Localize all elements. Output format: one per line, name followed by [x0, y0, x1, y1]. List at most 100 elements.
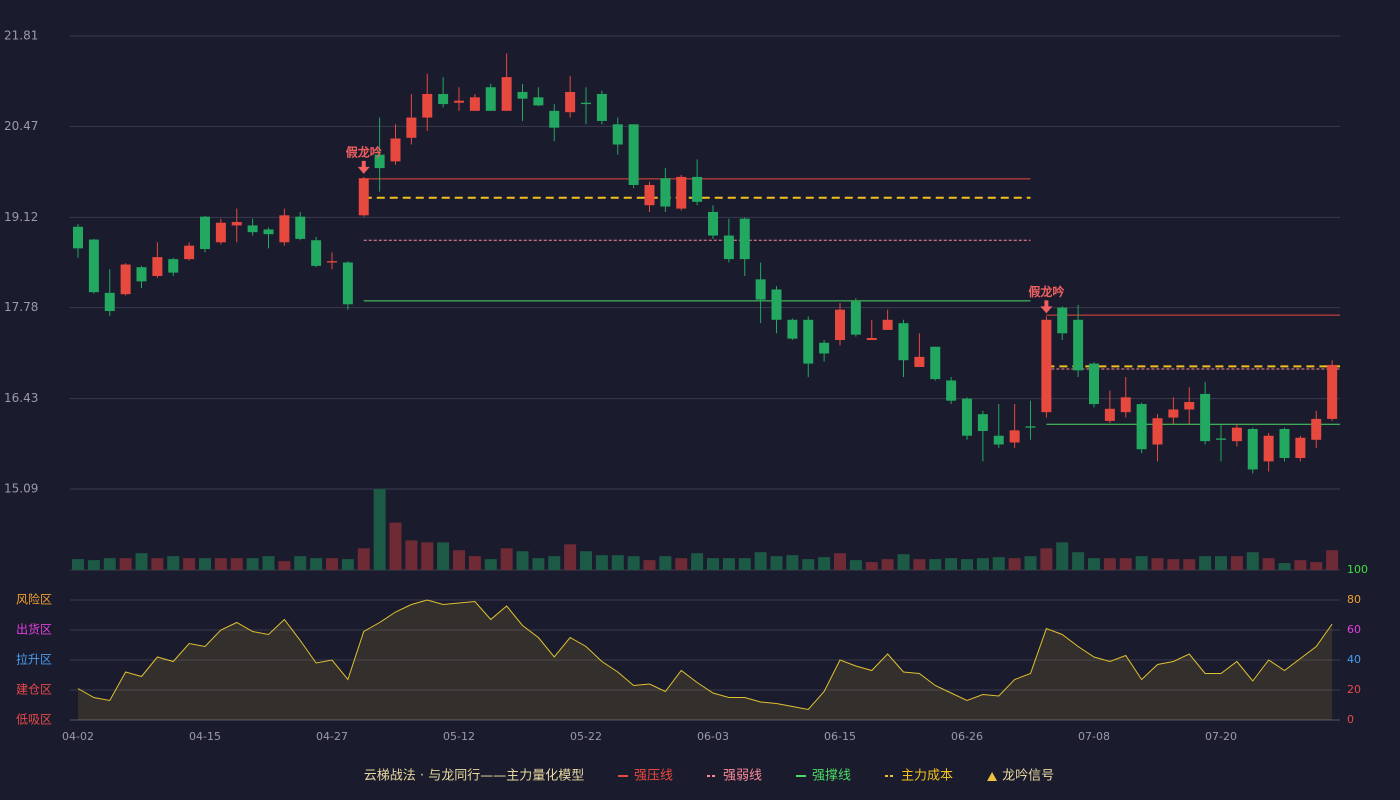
volume-bar	[151, 558, 164, 570]
legend-label: 龙吟信号	[1002, 768, 1054, 784]
candle-body	[850, 301, 861, 335]
volume-bar	[818, 557, 831, 570]
y-tick-label: 15.09	[4, 482, 38, 496]
volume-bar	[389, 522, 402, 570]
volume-bar	[437, 542, 450, 570]
volume-bar	[1072, 552, 1085, 570]
volume-bar	[580, 551, 592, 570]
zone-label: 风险区	[16, 592, 52, 607]
legend-label: 强撑线	[812, 769, 851, 784]
y2-tick-label: 100	[1347, 563, 1368, 576]
volume-bar	[1262, 558, 1275, 570]
candle-body	[771, 289, 782, 320]
candle-body	[215, 222, 226, 243]
candle-body	[1327, 364, 1338, 419]
volume-bar	[754, 552, 767, 570]
volume-bar	[643, 560, 656, 570]
candle-body	[358, 178, 369, 216]
candle-body	[1089, 363, 1099, 405]
volume-bar	[1310, 562, 1323, 570]
volume-bar	[1199, 556, 1212, 570]
candle-body	[612, 124, 623, 145]
volume-bar	[564, 544, 577, 570]
volume-bar	[230, 558, 243, 570]
volume-bar	[897, 554, 910, 570]
x-tick-label: 07-20	[1205, 730, 1237, 743]
zone-label: 低吸区	[16, 713, 52, 727]
volume-bar	[468, 556, 481, 570]
volume-bar	[770, 556, 783, 570]
volume-bar	[199, 558, 211, 570]
volume-bar	[1294, 560, 1307, 570]
volume-bar	[87, 560, 100, 570]
volume-bar	[310, 558, 323, 570]
volume-bar	[167, 556, 180, 570]
x-tick-label: 04-27	[316, 730, 348, 743]
candle-body	[581, 102, 591, 105]
candle-body	[200, 216, 210, 250]
x-tick-label: 07-08	[1078, 730, 1110, 743]
volume-bar	[72, 559, 84, 570]
volume-bar	[659, 556, 672, 570]
volume-bar	[976, 558, 989, 570]
volume-bar	[992, 557, 1005, 570]
candle-body	[295, 216, 306, 239]
y2-tick-label: 60	[1347, 623, 1361, 636]
candle-body	[168, 259, 179, 273]
legend-title: 云梯战法 · 与龙同行——主力量化模型	[364, 769, 584, 784]
candle-body	[406, 117, 417, 138]
candle-body	[676, 176, 687, 209]
volume-bar	[1278, 563, 1291, 570]
volume-bar	[1246, 552, 1259, 570]
candle-body	[898, 323, 909, 361]
x-tick-label: 06-03	[697, 730, 729, 743]
candle-body	[533, 97, 544, 106]
candle-body	[866, 338, 877, 341]
candle-body	[1279, 429, 1290, 458]
volume-bar	[294, 556, 307, 570]
candle-body	[501, 77, 512, 111]
legend-label: 主力成本	[901, 769, 953, 784]
candle-body	[73, 226, 83, 249]
volume-bar	[1119, 558, 1132, 570]
candle-body	[1200, 393, 1211, 442]
candle-body	[390, 138, 401, 162]
volume-bar	[262, 556, 275, 570]
legend-label: 强弱线	[723, 769, 762, 784]
volume-bar	[627, 556, 640, 570]
volume-bar	[119, 558, 132, 570]
volume-bar	[1167, 559, 1180, 570]
candle-body	[1231, 427, 1242, 442]
candle-body	[231, 222, 242, 226]
volume-bar	[1230, 556, 1243, 570]
candle-body	[1104, 408, 1115, 421]
legend-swatch	[987, 772, 998, 781]
candle-body	[184, 245, 195, 260]
volume-bar	[453, 550, 465, 570]
candle-body	[1025, 426, 1036, 428]
volume-bar	[532, 558, 545, 570]
candle-body	[644, 184, 655, 206]
candle-body	[1184, 402, 1195, 410]
candle-body	[803, 319, 814, 364]
volume-bar	[707, 558, 719, 570]
zone-label: 拉升区	[16, 652, 52, 667]
candle-body	[104, 292, 115, 312]
volume-bar	[1040, 548, 1053, 570]
candle-body	[914, 356, 925, 367]
candle-body	[882, 319, 893, 330]
candle-body	[660, 178, 671, 207]
candle-body	[342, 262, 353, 305]
volume-bar	[484, 559, 497, 570]
candle-body	[1168, 409, 1179, 418]
volume-bar	[421, 542, 434, 570]
candle-body	[1009, 430, 1020, 443]
volume-bar	[786, 555, 799, 570]
candle-body	[327, 261, 337, 263]
candle-body	[628, 124, 639, 185]
volume-bar	[1215, 556, 1227, 570]
candle-body	[247, 225, 258, 233]
volume-bar	[326, 558, 338, 570]
indicator-line	[77, 599, 1333, 711]
volume-bar	[1151, 558, 1164, 570]
